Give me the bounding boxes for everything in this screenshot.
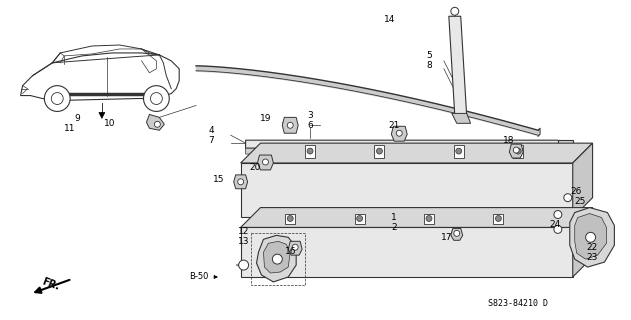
Circle shape bbox=[513, 147, 519, 153]
Polygon shape bbox=[573, 208, 593, 277]
Text: 2: 2 bbox=[391, 223, 397, 232]
Circle shape bbox=[239, 260, 249, 270]
Circle shape bbox=[396, 130, 402, 136]
Text: 18: 18 bbox=[502, 136, 514, 145]
Polygon shape bbox=[509, 144, 523, 158]
Text: 10: 10 bbox=[104, 119, 115, 128]
Text: 14: 14 bbox=[384, 15, 395, 24]
Text: 12: 12 bbox=[238, 227, 249, 236]
Polygon shape bbox=[245, 147, 573, 154]
Polygon shape bbox=[573, 143, 593, 218]
Text: 13: 13 bbox=[238, 237, 249, 246]
Text: 24: 24 bbox=[549, 220, 560, 229]
Circle shape bbox=[454, 230, 460, 236]
Polygon shape bbox=[285, 213, 295, 224]
Text: 6: 6 bbox=[307, 121, 313, 130]
Polygon shape bbox=[449, 16, 467, 116]
Polygon shape bbox=[452, 113, 471, 123]
Polygon shape bbox=[288, 241, 302, 255]
Circle shape bbox=[262, 159, 268, 165]
Text: 20: 20 bbox=[250, 164, 261, 172]
Polygon shape bbox=[575, 213, 606, 259]
Polygon shape bbox=[245, 140, 573, 148]
Text: 5: 5 bbox=[426, 52, 432, 60]
Circle shape bbox=[307, 148, 313, 154]
Polygon shape bbox=[240, 143, 593, 163]
Polygon shape bbox=[257, 235, 296, 282]
Circle shape bbox=[143, 86, 169, 111]
Text: 16: 16 bbox=[285, 247, 296, 256]
Text: 15: 15 bbox=[213, 175, 225, 184]
Polygon shape bbox=[451, 228, 463, 240]
Polygon shape bbox=[99, 112, 105, 118]
Circle shape bbox=[554, 211, 562, 219]
Polygon shape bbox=[240, 208, 593, 228]
Circle shape bbox=[51, 92, 63, 105]
Circle shape bbox=[238, 179, 244, 185]
Polygon shape bbox=[493, 213, 504, 224]
Text: 1: 1 bbox=[391, 213, 397, 222]
Text: 7: 7 bbox=[208, 136, 214, 145]
Text: B-50: B-50 bbox=[189, 272, 209, 282]
Text: 11: 11 bbox=[64, 124, 76, 133]
Circle shape bbox=[564, 194, 572, 202]
Text: 4: 4 bbox=[208, 126, 214, 135]
Circle shape bbox=[554, 225, 562, 233]
Polygon shape bbox=[454, 145, 464, 158]
Circle shape bbox=[150, 92, 162, 105]
Polygon shape bbox=[264, 241, 290, 273]
Text: 26: 26 bbox=[570, 187, 581, 196]
Text: 9: 9 bbox=[74, 114, 80, 123]
Text: 21: 21 bbox=[389, 121, 400, 130]
Circle shape bbox=[287, 122, 293, 128]
Text: 23: 23 bbox=[586, 253, 598, 262]
Text: S823-84210 D: S823-84210 D bbox=[488, 299, 548, 308]
Circle shape bbox=[495, 215, 502, 221]
Text: FR.: FR. bbox=[40, 276, 61, 292]
Circle shape bbox=[516, 148, 521, 154]
Polygon shape bbox=[146, 114, 164, 130]
Polygon shape bbox=[305, 145, 315, 158]
Text: 3: 3 bbox=[307, 111, 313, 120]
Circle shape bbox=[451, 7, 459, 15]
Circle shape bbox=[586, 232, 596, 242]
Circle shape bbox=[292, 244, 298, 250]
Circle shape bbox=[44, 86, 70, 111]
Text: 22: 22 bbox=[586, 243, 597, 252]
Circle shape bbox=[426, 215, 432, 221]
Circle shape bbox=[273, 254, 282, 264]
Polygon shape bbox=[374, 145, 384, 158]
Polygon shape bbox=[424, 213, 434, 224]
Circle shape bbox=[377, 148, 382, 154]
Polygon shape bbox=[513, 145, 523, 158]
Circle shape bbox=[155, 121, 160, 127]
Text: 19: 19 bbox=[260, 114, 271, 123]
Polygon shape bbox=[391, 126, 407, 141]
Polygon shape bbox=[240, 163, 573, 218]
Polygon shape bbox=[558, 140, 573, 175]
Circle shape bbox=[357, 215, 363, 221]
Text: 8: 8 bbox=[426, 61, 432, 70]
Polygon shape bbox=[355, 213, 365, 224]
Polygon shape bbox=[257, 155, 273, 170]
Text: 17: 17 bbox=[441, 233, 452, 242]
Polygon shape bbox=[233, 175, 247, 189]
Circle shape bbox=[287, 215, 293, 221]
Text: 25: 25 bbox=[574, 197, 586, 206]
Polygon shape bbox=[570, 208, 615, 267]
Polygon shape bbox=[21, 53, 179, 100]
Polygon shape bbox=[240, 228, 573, 277]
Polygon shape bbox=[282, 117, 298, 133]
Circle shape bbox=[456, 148, 462, 154]
